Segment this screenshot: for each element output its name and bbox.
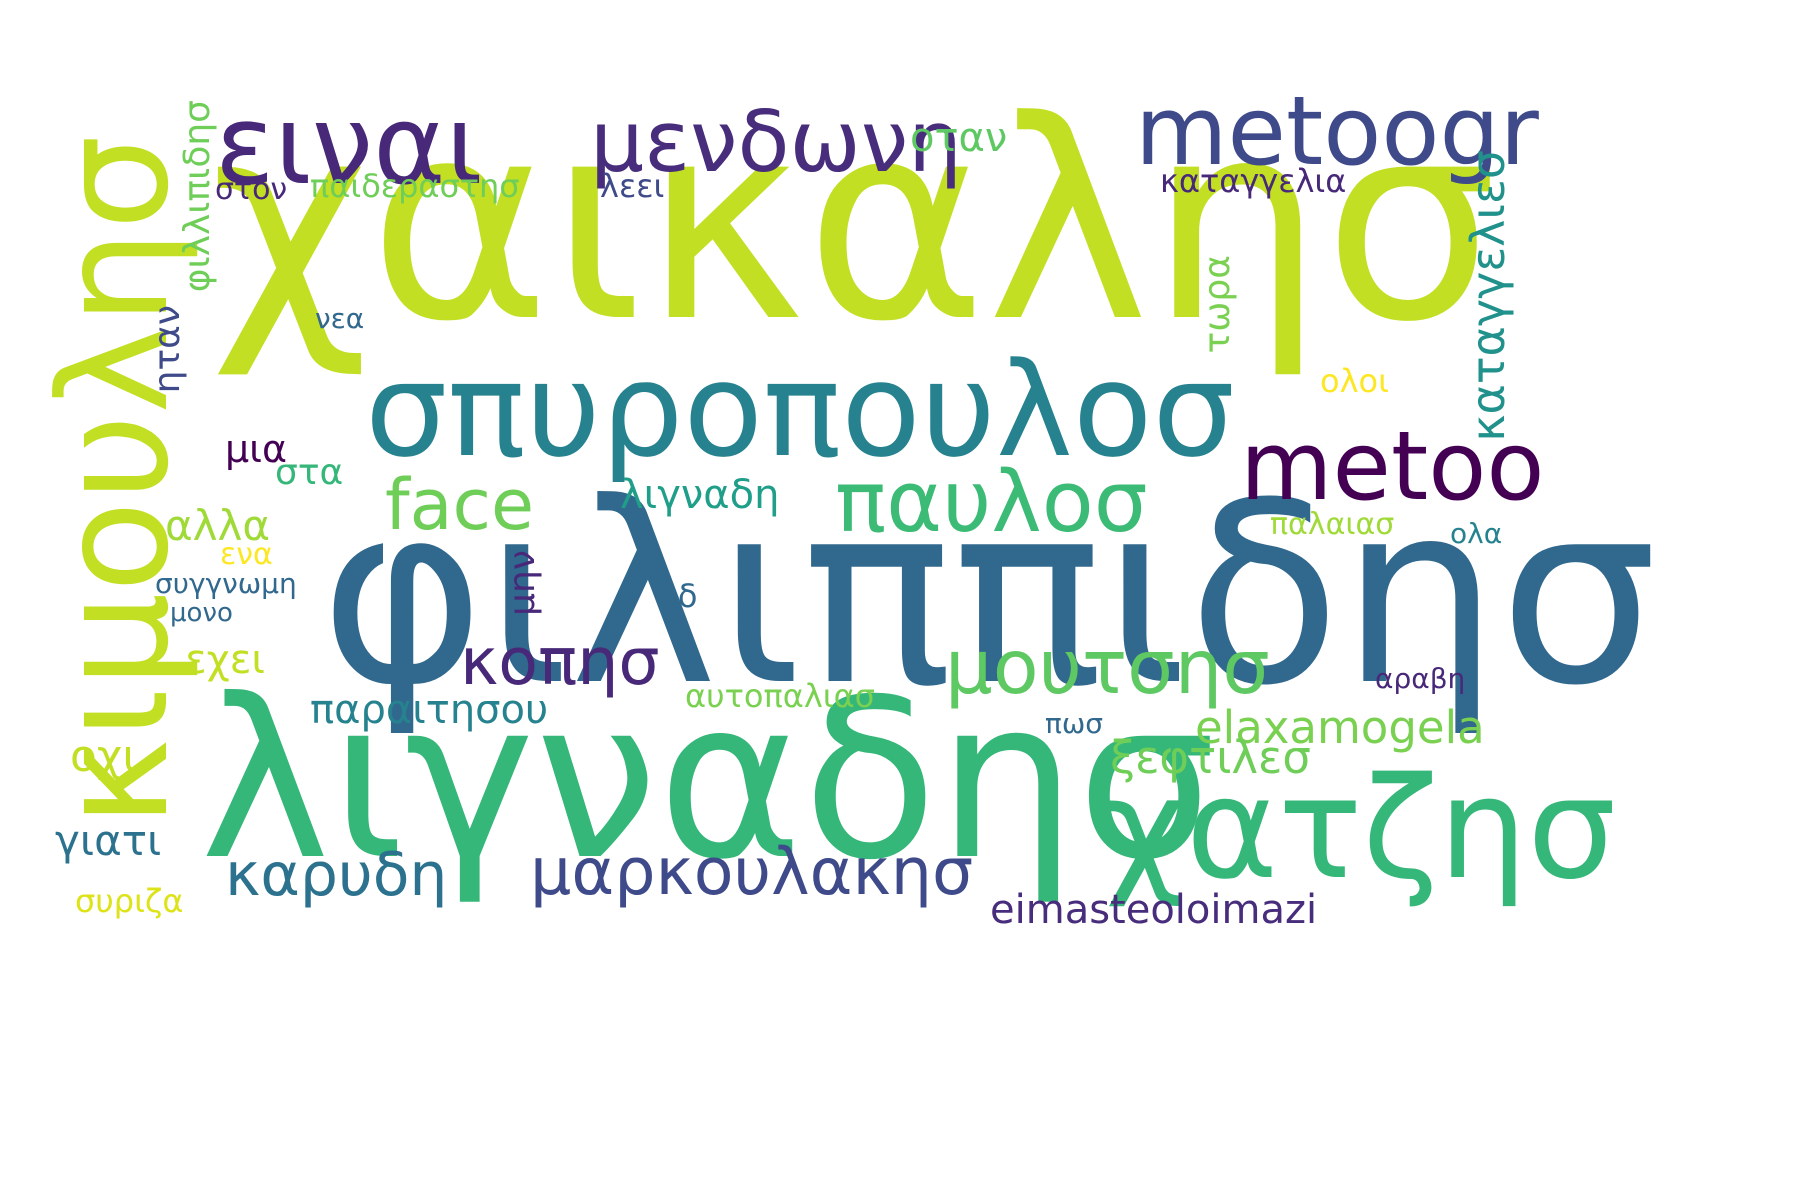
cloud-word: μια [225, 427, 288, 471]
cloud-word: συγγνωμη [155, 567, 297, 600]
cloud-word: κοπησ [460, 625, 660, 700]
cloud-word: παιδεραστησ [310, 167, 520, 205]
cloud-word: κιμουλησ [28, 135, 202, 828]
cloud-word: ολα [1450, 517, 1503, 550]
cloud-word: συριζα [75, 882, 184, 920]
cloud-word: μαρκουλακησ [530, 835, 974, 910]
cloud-word: εχει [185, 637, 265, 683]
cloud-word: ηταν [147, 305, 188, 394]
cloud-word: οταν [910, 115, 1008, 161]
cloud-word: ειναι [215, 81, 483, 209]
cloud-word: παραιτησου [310, 687, 549, 733]
cloud-word: elaxamogela [1195, 701, 1485, 754]
cloud-word: καρυδη [225, 840, 448, 910]
cloud-word: νδ [660, 577, 698, 615]
cloud-word: αλλα [165, 501, 271, 550]
cloud-word: λιγναδη [620, 472, 780, 518]
cloud-word: χατζησ [1105, 748, 1617, 911]
cloud-word: χαικαλησ [210, 62, 1498, 382]
cloud-word: ενα [220, 537, 273, 572]
cloud-word: μουτσησ [945, 623, 1270, 711]
cloud-word: μην [502, 550, 543, 616]
cloud-word: γιατι [55, 816, 162, 865]
cloud-word: μενδωνη [590, 93, 963, 192]
cloud-word: eimasteoloimazi [990, 887, 1318, 933]
cloud-word: παυλοσ [835, 453, 1148, 552]
cloud-word: στον [215, 172, 288, 207]
cloud-word: ξεφτιλεσ [1110, 731, 1311, 784]
cloud-word: μονο [170, 598, 233, 628]
cloud-word: λιγναδησ [200, 652, 1217, 908]
cloud-word: ολοι [1320, 362, 1389, 400]
cloud-word: φιλλιπιδησ [177, 100, 218, 293]
cloud-word: λεει [600, 167, 665, 205]
cloud-word: νεα [315, 302, 365, 335]
cloud-word: metoogr [1135, 77, 1539, 187]
cloud-word: τωρα [1197, 255, 1238, 354]
cloud-word: καταγγελια [1160, 162, 1347, 200]
cloud-word: αραβη [1375, 662, 1466, 695]
cloud-word: παλαιασ [1270, 507, 1395, 542]
cloud-word: face [385, 464, 535, 546]
cloud-word: πωσ [1045, 707, 1104, 740]
cloud-word: οχι [70, 731, 138, 782]
cloud-word: σπυροπουλοσ [365, 334, 1235, 486]
cloud-word: καταγγελιεσ [1461, 150, 1515, 442]
cloud-word: στα [275, 452, 344, 493]
cloud-word: metoo [1240, 412, 1545, 522]
cloud-word: αυτοπαλιασ [685, 677, 875, 715]
cloud-word: φιλιππιδησ [320, 449, 1658, 740]
